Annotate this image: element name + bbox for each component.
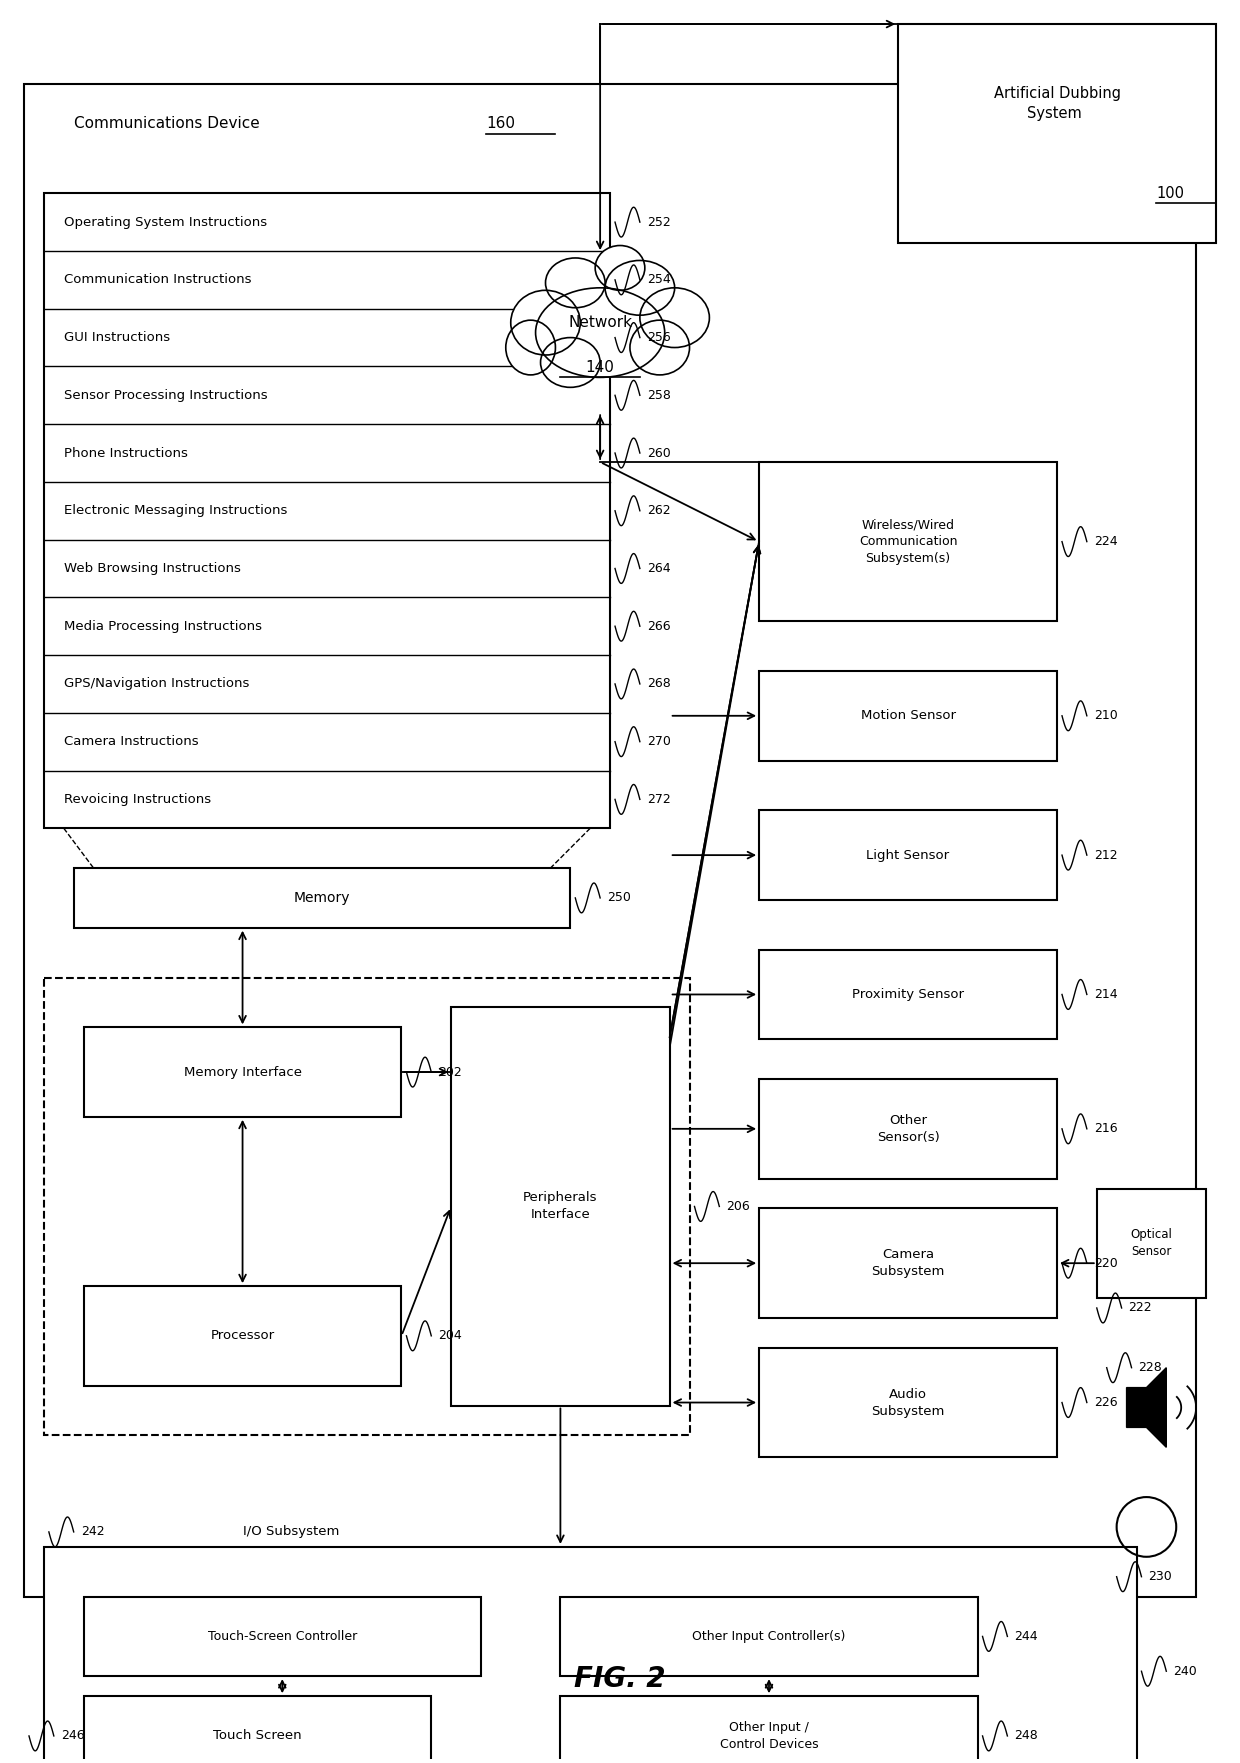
Text: Proximity Sensor: Proximity Sensor [852,987,963,1001]
Text: 268: 268 [647,677,671,691]
Bar [43,1546,1137,1763]
Text: 250: 250 [608,892,631,904]
Text: Audio
Subsystem: Audio Subsystem [872,1387,945,1417]
Bar [83,1028,402,1118]
Bar [83,1597,481,1677]
Text: GUI Instructions: GUI Instructions [63,331,170,344]
Text: Wireless/Wired
Communication
Subsystem(s): Wireless/Wired Communication Subsystem(s… [859,518,957,566]
Text: 204: 204 [438,1329,463,1342]
Bar [759,1347,1056,1458]
Bar [759,1208,1056,1319]
Text: Memory: Memory [294,890,350,904]
Ellipse shape [511,291,580,354]
Text: Other
Sensor(s): Other Sensor(s) [877,1114,940,1144]
Text: 160: 160 [486,116,515,130]
Text: Processor: Processor [211,1329,274,1342]
Text: 212: 212 [1094,848,1117,862]
Bar [759,811,1056,899]
Polygon shape [1127,1368,1167,1447]
Text: Artificial Dubbing
System: Artificial Dubbing System [993,86,1121,122]
Ellipse shape [630,321,689,376]
Text: Touch Screen: Touch Screen [213,1730,301,1742]
Text: 224: 224 [1094,536,1117,548]
Text: Peripherals
Interface: Peripherals Interface [523,1192,598,1222]
Text: Network: Network [568,316,632,330]
Ellipse shape [546,257,605,309]
Text: Communications Device: Communications Device [73,116,264,130]
Text: 254: 254 [647,273,671,286]
Ellipse shape [536,287,665,377]
Text: I/O Subsystem: I/O Subsystem [243,1525,339,1539]
Text: Revoicing Instructions: Revoicing Instructions [63,793,211,806]
Text: Electronic Messaging Instructions: Electronic Messaging Instructions [63,504,288,517]
Ellipse shape [541,337,600,388]
Text: 256: 256 [647,331,671,344]
Text: Phone Instructions: Phone Instructions [63,446,187,460]
Text: 206: 206 [727,1201,750,1213]
Text: Camera
Subsystem: Camera Subsystem [872,1248,945,1278]
Text: 248: 248 [1014,1730,1038,1742]
Text: 210: 210 [1094,709,1117,723]
Bar [759,950,1056,1038]
Text: 270: 270 [647,735,671,748]
Bar [560,1597,977,1677]
Text: Memory Interface: Memory Interface [184,1065,301,1079]
Ellipse shape [506,321,556,376]
Bar [1096,1188,1207,1298]
Text: 226: 226 [1094,1396,1117,1409]
Text: 262: 262 [647,504,671,517]
Text: 220: 220 [1094,1257,1117,1269]
Text: 272: 272 [647,793,671,806]
Text: 228: 228 [1138,1361,1162,1373]
Text: Web Browsing Instructions: Web Browsing Instructions [63,562,241,575]
Text: 246: 246 [61,1730,84,1742]
Text: Operating System Instructions: Operating System Instructions [63,215,267,229]
Text: Other Input /
Control Devices: Other Input / Control Devices [719,1721,818,1751]
Text: Light Sensor: Light Sensor [867,848,950,862]
Text: Media Processing Instructions: Media Processing Instructions [63,621,262,633]
Text: 202: 202 [438,1065,463,1079]
Bar [83,1696,432,1763]
Bar [73,867,570,927]
Text: 264: 264 [647,562,671,575]
Text: 214: 214 [1094,987,1117,1001]
Ellipse shape [595,245,645,291]
Bar [451,1007,670,1405]
Text: 258: 258 [647,390,671,402]
Ellipse shape [640,287,709,347]
Text: 252: 252 [647,215,671,229]
Text: 216: 216 [1094,1123,1117,1135]
Text: Camera Instructions: Camera Instructions [63,735,198,748]
Text: GPS/Navigation Instructions: GPS/Navigation Instructions [63,677,249,691]
Text: Sensor Processing Instructions: Sensor Processing Instructions [63,390,268,402]
Text: Communication Instructions: Communication Instructions [63,273,252,286]
Text: Optical
Sensor: Optical Sensor [1131,1229,1172,1259]
Text: Motion Sensor: Motion Sensor [861,709,956,723]
Text: 222: 222 [1128,1301,1152,1315]
Text: 242: 242 [81,1525,104,1539]
Text: 266: 266 [647,621,671,633]
Text: 240: 240 [1173,1664,1197,1678]
Bar [898,25,1216,243]
Bar [83,1285,402,1386]
Text: 100: 100 [1157,185,1184,201]
Text: 230: 230 [1148,1571,1172,1583]
Text: 260: 260 [647,446,671,460]
Text: Other Input Controller(s): Other Input Controller(s) [692,1631,846,1643]
Bar [43,977,689,1435]
Bar [43,194,610,829]
Text: 140: 140 [585,360,615,376]
Text: 244: 244 [1014,1631,1038,1643]
Bar [560,1696,977,1763]
Bar [24,85,1197,1597]
Ellipse shape [605,261,675,316]
Bar [759,1079,1056,1179]
Bar [759,672,1056,760]
Text: FIG. 2: FIG. 2 [574,1666,666,1692]
Bar [759,462,1056,621]
Text: Touch-Screen Controller: Touch-Screen Controller [207,1631,357,1643]
